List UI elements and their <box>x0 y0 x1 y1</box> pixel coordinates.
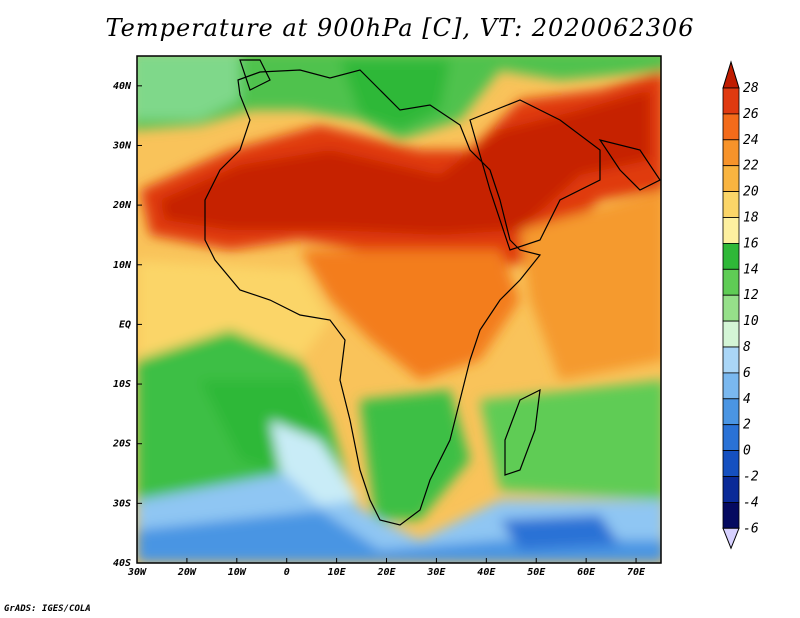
colorbar-segment <box>722 165 740 192</box>
iberia-coast <box>239 59 271 91</box>
india-coast <box>598 139 661 191</box>
colorbar-label: -6 <box>743 521 759 536</box>
colorbar-segment <box>722 398 740 426</box>
chart-title: Temperature at 900hPa [C], VT: 202006230… <box>105 14 695 42</box>
colorbar-label: 10 <box>743 314 759 329</box>
colorbar-segment <box>722 320 740 348</box>
colorbar-label: 24 <box>743 133 759 148</box>
colorbar-label: 14 <box>743 262 759 277</box>
madagascar-coast <box>504 388 541 476</box>
colorbar-segment <box>722 87 740 115</box>
colorbar-label: 26 <box>743 107 759 122</box>
lon-tick-label: 0 <box>284 567 290 578</box>
colorbar-label: -4 <box>743 495 759 510</box>
colorbar-label: 6 <box>743 366 751 381</box>
lat-tick-label: 10N <box>113 260 132 271</box>
colorbar-label: 20 <box>743 185 759 200</box>
colorbar-label: 12 <box>743 288 759 303</box>
lat-tick-label: 40S <box>113 558 131 569</box>
colorbar-segment <box>722 191 740 218</box>
lat-tick-label: 20S <box>112 439 131 450</box>
colorbar-label: 28 <box>743 81 759 96</box>
lat-tick-label: 30N <box>112 140 132 151</box>
colorbar-label: 16 <box>743 236 759 251</box>
lon-tick-label: 40E <box>477 567 496 578</box>
africa-coast <box>204 69 542 526</box>
colorbar-segment <box>722 372 740 400</box>
lon-tick-label: 10E <box>328 567 347 578</box>
lon-tick-label: 20E <box>376 567 396 578</box>
longitude-ticks: 30W 20W 10W 0 10E 20E 30E 40E 50E 60E 70E <box>127 558 646 578</box>
colorbar-top-arrow <box>722 60 740 89</box>
colorbar-label: 8 <box>743 340 751 355</box>
colorbar-segment <box>722 346 740 374</box>
colorbar-label: 22 <box>743 159 759 174</box>
colorbar-segment <box>722 294 740 322</box>
lat-tick-label: 30S <box>112 498 131 509</box>
colorbar-segment <box>722 217 740 244</box>
colorbar-segment <box>722 450 740 477</box>
lon-tick-label: 70E <box>627 567 646 578</box>
lon-tick-label: 20W <box>177 567 197 578</box>
colorbar-bottom-arrow <box>722 527 740 550</box>
colorbar-label: 18 <box>743 211 759 226</box>
colorbar-label: 2 <box>743 418 751 433</box>
lat-tick-label: 10S <box>113 379 131 390</box>
colorbar-segment <box>722 268 740 296</box>
colorbar-segment <box>722 113 740 141</box>
colorbar-segment <box>722 139 740 167</box>
colorbar-segment <box>722 476 740 503</box>
lat-tick-label: 40N <box>113 81 132 92</box>
lon-tick-label: 60E <box>577 567 596 578</box>
lat-tick-label: EQ <box>119 319 131 330</box>
coastlines <box>204 59 661 526</box>
lat-tick-label: 20N <box>112 200 132 211</box>
lon-tick-label: 30W <box>127 567 147 578</box>
colorbar-segment <box>722 424 740 452</box>
lon-tick-label: 10W <box>228 567 247 578</box>
lon-tick-label: 30E <box>426 567 446 578</box>
colorbar-label: -2 <box>743 470 759 485</box>
colorbar-segment <box>722 501 740 529</box>
colorbar-label: 4 <box>743 392 751 407</box>
temperature-field <box>137 56 661 563</box>
lon-tick-label: 50E <box>527 567 546 578</box>
colorbar-label: 0 <box>743 444 751 459</box>
map-frame <box>136 55 662 564</box>
latitude-ticks: 40N 30N 20N 10N EQ 10S 20S 30S 40S <box>112 81 142 569</box>
colorbar-segment <box>722 242 740 270</box>
credit-label: GrADS: IGES/COLA <box>4 604 91 614</box>
arabia-coast <box>469 99 601 251</box>
